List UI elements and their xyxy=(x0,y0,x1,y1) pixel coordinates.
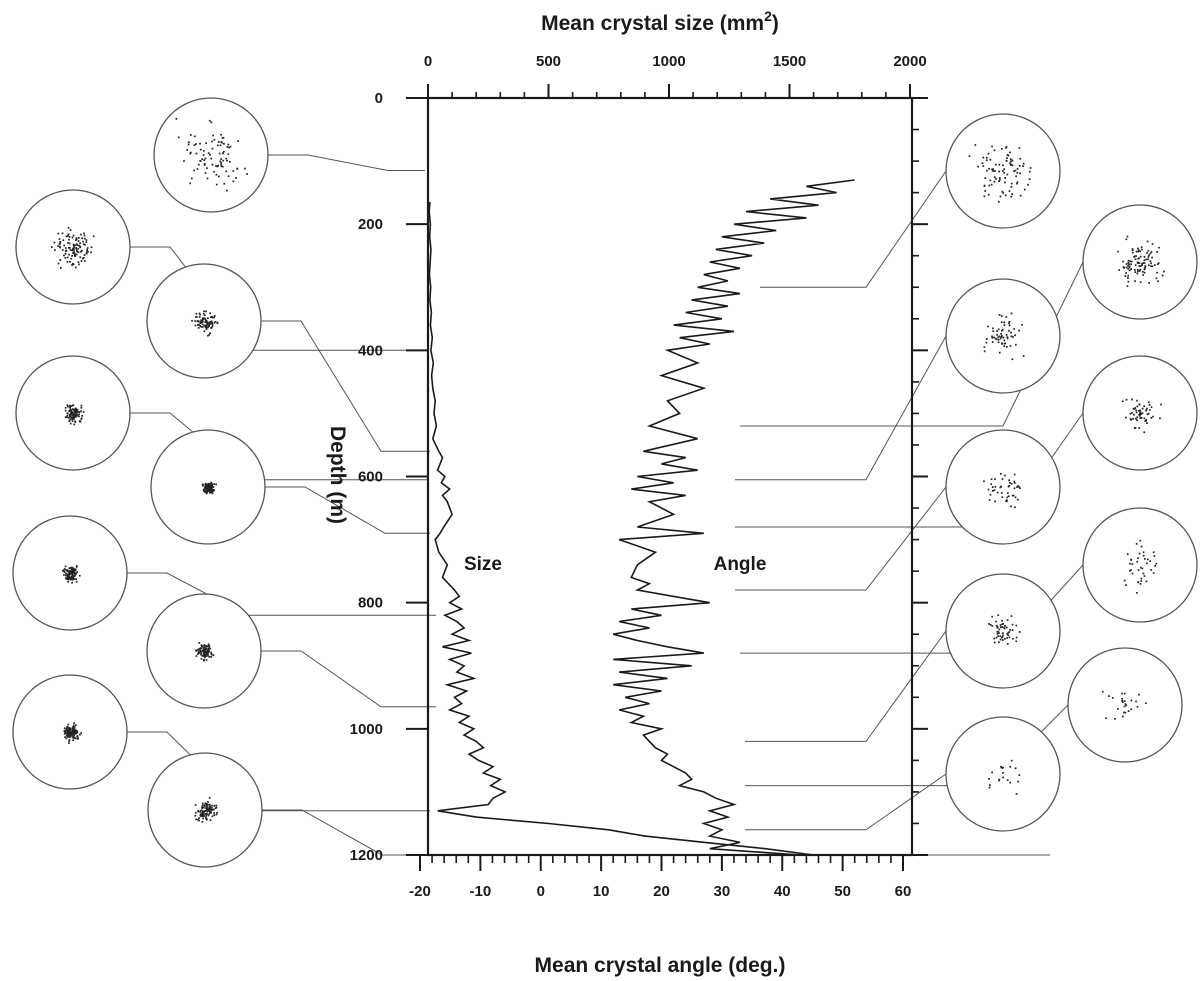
fabric-diagram-left-7 xyxy=(146,593,262,709)
angle-tick-label: -20 xyxy=(409,883,431,900)
fabric-diagram-left-5 xyxy=(150,429,266,545)
angle-tick-label: 30 xyxy=(714,883,731,900)
depth-tick-label: 1000 xyxy=(350,721,383,738)
leader-lines xyxy=(127,154,1084,856)
depth-tick-label: 0 xyxy=(375,90,383,107)
label-size: Size xyxy=(464,554,502,575)
size-tick-label: 1000 xyxy=(652,53,685,70)
fabric-diagram-right-8 xyxy=(1067,647,1183,763)
fabric-diagram-left-8 xyxy=(12,674,128,790)
fabric-diagram-right-6 xyxy=(1082,507,1198,623)
fabric-diagram-right-4 xyxy=(1082,355,1198,471)
depth-tick-label: 1200 xyxy=(350,847,383,864)
depth-tick-label: 200 xyxy=(358,216,383,233)
fabric-diagram-right-9 xyxy=(945,716,1061,832)
size-tick-label: 0 xyxy=(424,53,432,70)
angle-ticks: -20 -10 0 10 20 30 40 50 60 xyxy=(409,855,911,900)
angle-tick-label: 40 xyxy=(774,883,791,900)
bottom-axis-title: Mean crystal angle (deg.) xyxy=(535,954,786,977)
superscript-2: 2 xyxy=(764,8,772,24)
fabric-diagram-right-5 xyxy=(945,429,1061,545)
fabric-diagram-left-1 xyxy=(153,97,269,213)
fabric-diagram-right-3 xyxy=(945,278,1061,394)
depth-ticks: 0 200 400 600 800 1000 1200 xyxy=(350,90,928,864)
fabric-diagram-left-6 xyxy=(12,515,128,631)
fabric-diagram-right-1 xyxy=(945,113,1061,229)
fabric-diagram-right-7 xyxy=(945,573,1061,689)
angle-tick-label: 10 xyxy=(593,883,610,900)
size-ticks: 0 500 1000 1500 2000 xyxy=(424,53,927,98)
top-axis-title: Mean crystal size (mm2) xyxy=(541,8,779,35)
size-tick-label: 2000 xyxy=(893,53,926,70)
series-line-angle xyxy=(612,179,855,856)
y-axis-title: Depth (m) xyxy=(326,426,349,524)
fabric-diagram-right-2 xyxy=(1082,204,1198,320)
depth-tick-label: 800 xyxy=(358,595,383,612)
angle-tick-label: 20 xyxy=(653,883,670,900)
label-angle: Angle xyxy=(714,554,767,575)
angle-tick-label: 50 xyxy=(834,883,851,900)
fabric-diagram-left-4 xyxy=(15,355,131,471)
fabric-diagram-left-2 xyxy=(15,189,131,305)
angle-tick-label: 60 xyxy=(895,883,912,900)
angle-tick-label: -10 xyxy=(470,883,492,900)
size-tick-label: 500 xyxy=(536,53,561,70)
fabric-diagram-left-9 xyxy=(147,752,263,868)
depth-tick-label: 400 xyxy=(358,342,383,359)
series-line-size xyxy=(428,202,814,856)
size-tick-label: 1500 xyxy=(773,53,806,70)
depth-tick-label: 600 xyxy=(358,469,383,486)
angle-tick-label: 0 xyxy=(537,883,545,900)
fabric-diagrams xyxy=(12,97,1198,868)
fabric-diagram-left-3 xyxy=(146,263,262,379)
